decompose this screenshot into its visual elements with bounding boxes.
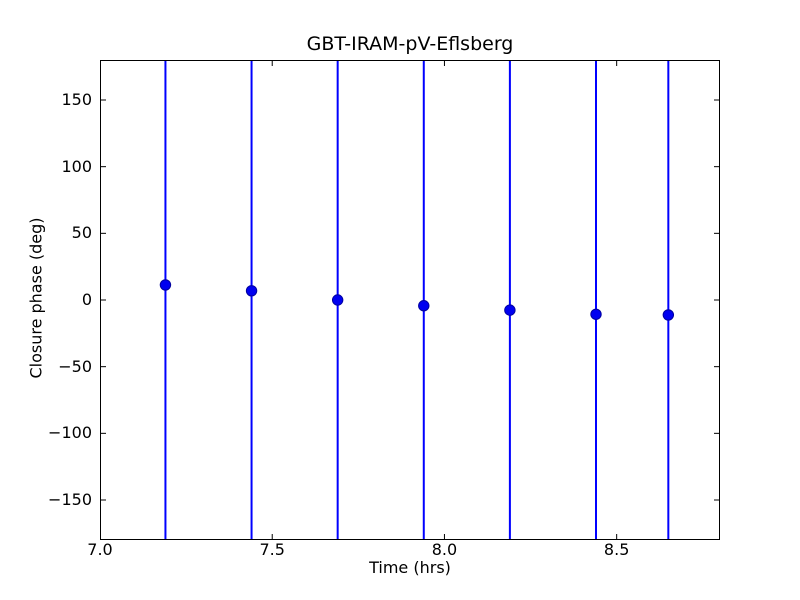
y-tick-label: −50: [58, 356, 92, 376]
x-tick-label: 8.0: [431, 540, 458, 559]
plot-canvas: [100, 60, 720, 540]
data-point-marker: [504, 304, 516, 316]
x-tick-label: 7.0: [87, 540, 113, 559]
chart-title: GBT-IRAM-pV-Eflsberg: [306, 33, 514, 55]
y-tick-label: 0: [81, 290, 92, 309]
plot-area: [100, 60, 720, 540]
data-point-marker: [331, 294, 344, 306]
data-point-marker: [418, 300, 430, 312]
data-point-marker: [590, 308, 602, 320]
y-tick-label: −150: [48, 490, 92, 509]
y-tick-label: 150: [61, 90, 92, 109]
data-point-marker: [245, 285, 258, 297]
y-tick-label: 50: [71, 223, 92, 243]
x-axis-label: Time (hrs): [369, 558, 451, 577]
data-point-marker: [159, 279, 172, 291]
plot-frame: [100, 60, 720, 540]
y-tick-label: −100: [48, 423, 92, 443]
y-tick-label: 100: [61, 156, 92, 176]
x-tick-label: 7.5: [259, 540, 285, 559]
x-tick-label: 8.5: [603, 540, 630, 559]
data-point-marker: [662, 309, 675, 321]
